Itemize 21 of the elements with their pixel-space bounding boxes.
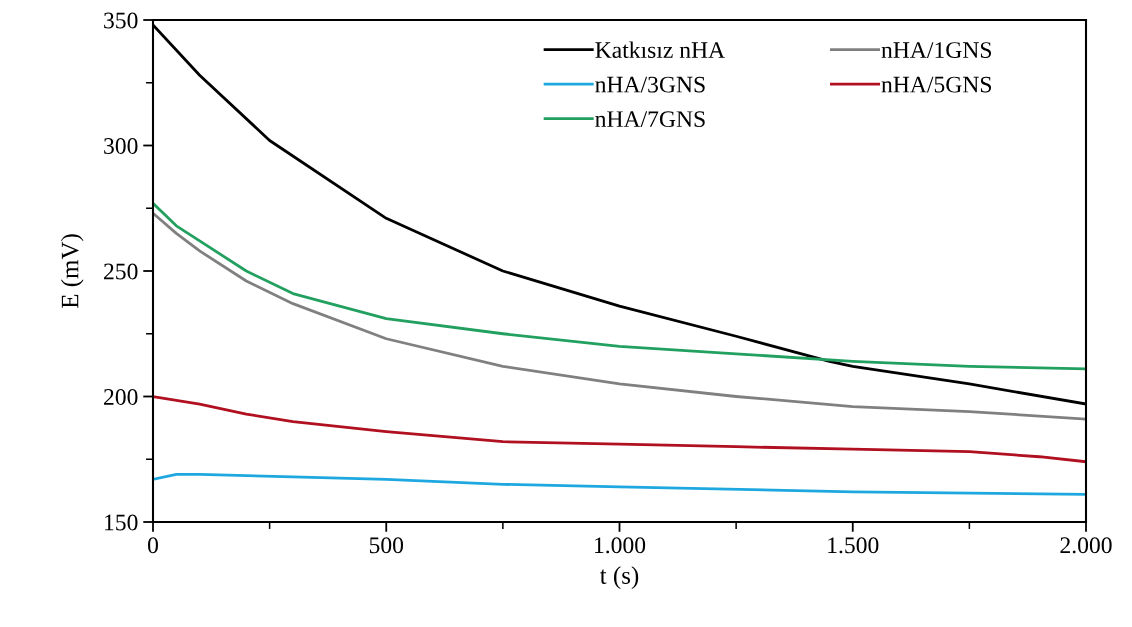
y-tick-label: 150: [105, 514, 138, 531]
legend-label: nHA/3GNS: [595, 76, 705, 93]
x-tick-label: 2.000: [1060, 537, 1112, 554]
x-tick-label: 1.000: [595, 537, 646, 554]
x-tick-label: 0: [148, 537, 158, 554]
line-series: [153, 211, 1086, 421]
legend-label: Katkısız nHA: [595, 41, 725, 59]
line-series: [153, 472, 1086, 496]
line-series: [153, 395, 1086, 464]
legend-label: nHA/5GNS: [881, 76, 992, 93]
legend-label: nHA/1GNS: [881, 42, 992, 59]
line-series: [153, 201, 1086, 371]
legend-label: nHA/7GNS: [595, 111, 705, 128]
x-axis-title: t (s): [599, 566, 639, 589]
y-tick-label: 200: [104, 388, 138, 405]
y-tick-label: 300: [104, 137, 138, 154]
x-tick-label: 500: [369, 537, 404, 554]
x-tick-label: 1.500: [828, 537, 879, 554]
y-tick-label: 250: [104, 263, 138, 280]
y-axis-title: E (mV): [60, 234, 84, 309]
y-tick-label: 350: [104, 12, 138, 29]
